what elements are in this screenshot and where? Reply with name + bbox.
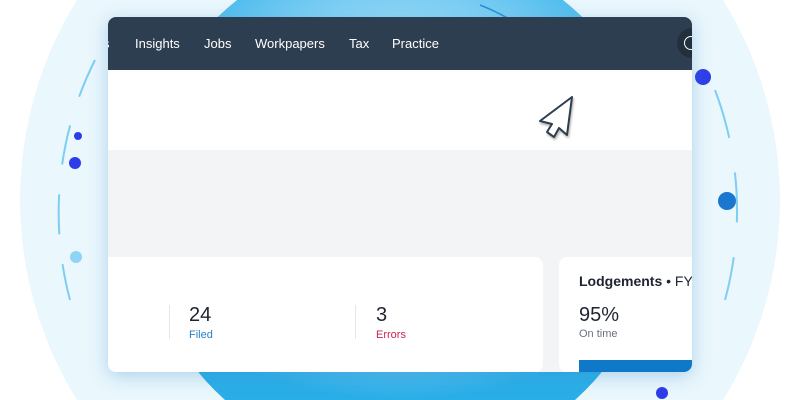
lodgements-suffix: • FY: [666, 273, 692, 289]
nav-item-partial[interactable]: s: [108, 36, 110, 51]
profile-circle-icon[interactable]: [677, 28, 692, 58]
errors-value: 3: [376, 304, 388, 326]
stats-card: 24 Filed 3 Errors: [108, 257, 543, 372]
nav-item-practice[interactable]: Practice: [392, 36, 439, 51]
header-area: [108, 70, 692, 150]
cursor-arrow-icon: [539, 96, 573, 138]
lodgements-title: Lodgements: [579, 273, 663, 289]
nav-item-tax[interactable]: Tax: [349, 36, 370, 51]
divider: [169, 305, 170, 339]
on-time-value: 95%: [579, 304, 620, 326]
decor-dot: [69, 157, 81, 169]
on-time-label: On time: [579, 328, 618, 340]
top-nav: s Insights Jobs Workpapers Tax Practice: [108, 17, 692, 70]
nav-item-insights[interactable]: Insights: [135, 36, 180, 51]
divider: [355, 305, 356, 339]
decor-dot: [656, 387, 668, 399]
decor-dot: [70, 251, 82, 263]
errors-label: Errors: [376, 329, 406, 341]
decor-dot: [74, 132, 82, 140]
filed-label: Filed: [189, 329, 213, 341]
filed-value: 24: [189, 304, 212, 326]
decor-arc: [714, 89, 739, 301]
lodgements-card: Lodgements • FY 95% On time: [559, 257, 692, 372]
nav-item-workpapers[interactable]: Workpapers: [255, 36, 325, 51]
lodgements-bar: [579, 360, 692, 372]
decor-dot: [718, 192, 736, 210]
app-window: s Insights Jobs Workpapers Tax Practice …: [108, 17, 692, 372]
decor-arc: [57, 59, 96, 301]
nav-item-jobs[interactable]: Jobs: [204, 36, 232, 51]
decor-dot: [695, 69, 711, 85]
